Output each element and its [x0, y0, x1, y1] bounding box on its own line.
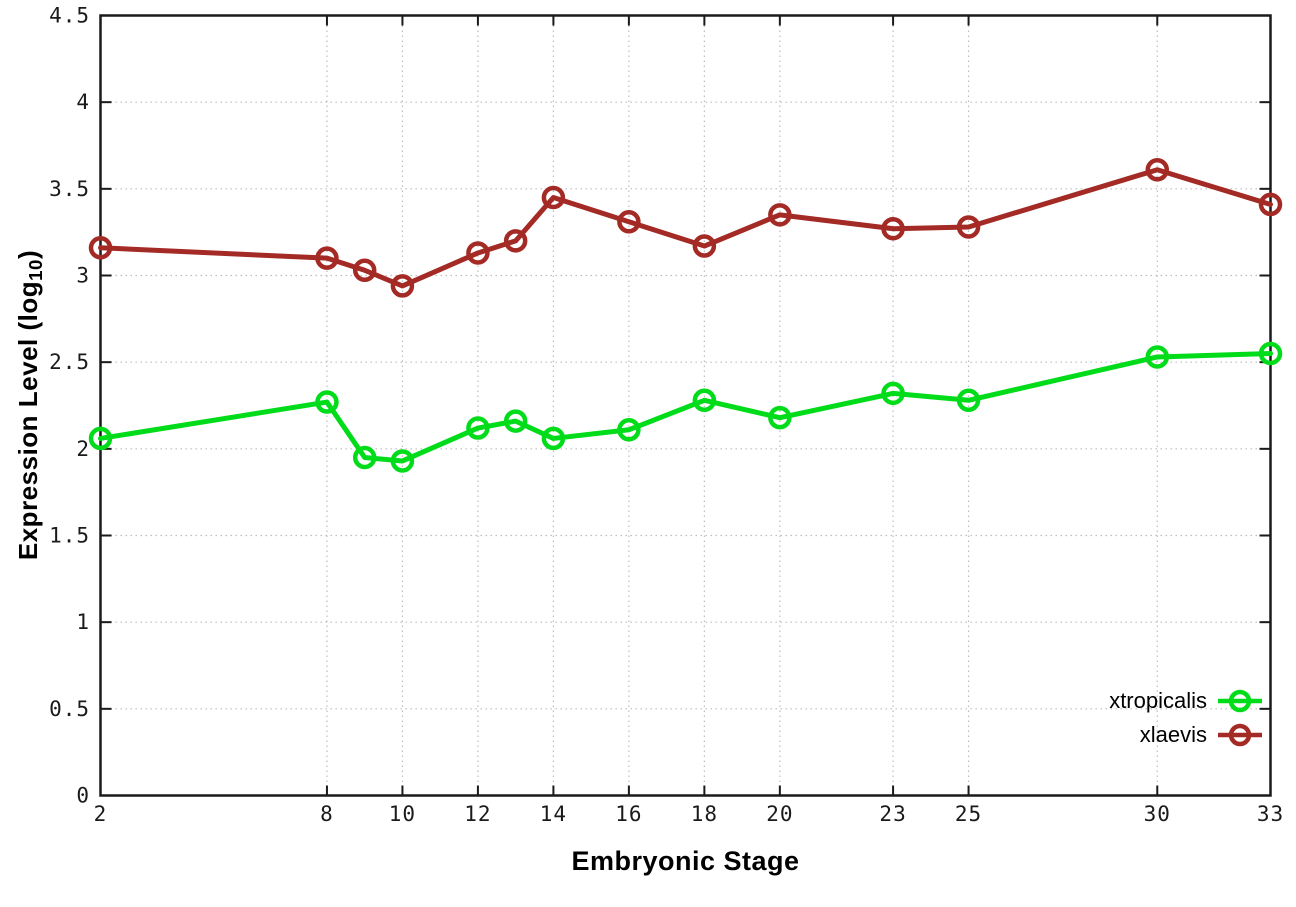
data-point-xlaevis — [1258, 192, 1283, 217]
svg-text:3.5: 3.5 — [49, 177, 90, 201]
data-point-xtropicalis — [1258, 341, 1283, 366]
data-point-xlaevis — [1145, 158, 1170, 182]
data-point-xtropicalis — [692, 388, 717, 413]
svg-text:12: 12 — [464, 802, 491, 826]
y-axis-label-close: ) — [13, 249, 44, 260]
svg-text:0: 0 — [76, 784, 90, 808]
data-point-xtropicalis — [503, 409, 528, 433]
data-point-xlaevis — [768, 203, 792, 227]
svg-text:2: 2 — [76, 437, 90, 461]
data-point-xtropicalis — [1145, 345, 1170, 369]
svg-text:33: 33 — [1257, 802, 1284, 826]
legend-item-xlaevis: xlaevis — [1109, 720, 1264, 750]
legend-item-xtropicalis: xtropicalis — [1109, 686, 1264, 716]
svg-text:2: 2 — [94, 802, 108, 826]
series-line-xlaevis — [98, 167, 1273, 289]
y-axis-label: Expression Level (log10) — [13, 250, 47, 560]
data-point-xtropicalis — [617, 418, 641, 442]
data-point-xlaevis — [956, 215, 981, 239]
data-point-xtropicalis — [541, 426, 566, 451]
x-axis-label: Embryonic Stage — [571, 846, 800, 876]
y-axis-label-text: Expression Level (log — [13, 280, 44, 561]
svg-text:18: 18 — [691, 802, 718, 826]
data-point-xtropicalis — [768, 405, 792, 430]
svg-text:1.5: 1.5 — [49, 524, 90, 548]
svg-text:1: 1 — [76, 610, 90, 634]
svg-text:25: 25 — [955, 802, 982, 826]
svg-text:4.5: 4.5 — [49, 4, 90, 28]
line-point-marker-icon — [1218, 723, 1262, 747]
y-axis-label-subscript: 10 — [24, 259, 46, 281]
svg-text:0.5: 0.5 — [49, 697, 90, 721]
data-point-xtropicalis — [881, 381, 905, 406]
legend: xtropicalis xlaevis — [1109, 686, 1264, 750]
svg-text:20: 20 — [766, 802, 793, 826]
data-point-xtropicalis — [956, 388, 981, 413]
svg-text:2.5: 2.5 — [49, 350, 90, 374]
svg-text:10: 10 — [389, 802, 416, 826]
data-point-xtropicalis — [466, 416, 490, 440]
svg-text:8: 8 — [320, 802, 334, 826]
legend-label: xlaevis — [1139, 722, 1207, 747]
data-point-xlaevis — [315, 246, 339, 270]
data-point-xtropicalis — [315, 390, 339, 414]
data-point-xlaevis — [692, 234, 717, 258]
data-point-xlaevis — [617, 210, 641, 234]
svg-text:3: 3 — [76, 264, 90, 288]
series-line-xtropicalis — [98, 351, 1273, 464]
svg-text:30: 30 — [1144, 802, 1171, 826]
data-point-xlaevis — [352, 258, 377, 283]
data-point-xtropicalis — [390, 449, 415, 473]
svg-text:23: 23 — [879, 802, 906, 826]
data-point-xtropicalis — [352, 445, 377, 470]
data-point-xlaevis — [390, 274, 415, 298]
line-point-marker-icon — [1218, 689, 1262, 713]
data-point-xtropicalis — [88, 426, 113, 451]
data-point-xlaevis — [541, 185, 566, 210]
data-point-xlaevis — [88, 236, 113, 260]
data-point-xlaevis — [466, 241, 490, 265]
data-point-xlaevis — [503, 229, 528, 253]
svg-text:4: 4 — [76, 90, 90, 114]
data-point-xlaevis — [881, 216, 905, 241]
svg-text:14: 14 — [540, 802, 567, 826]
svg-text:16: 16 — [615, 802, 642, 826]
legend-label: xtropicalis — [1109, 688, 1207, 713]
